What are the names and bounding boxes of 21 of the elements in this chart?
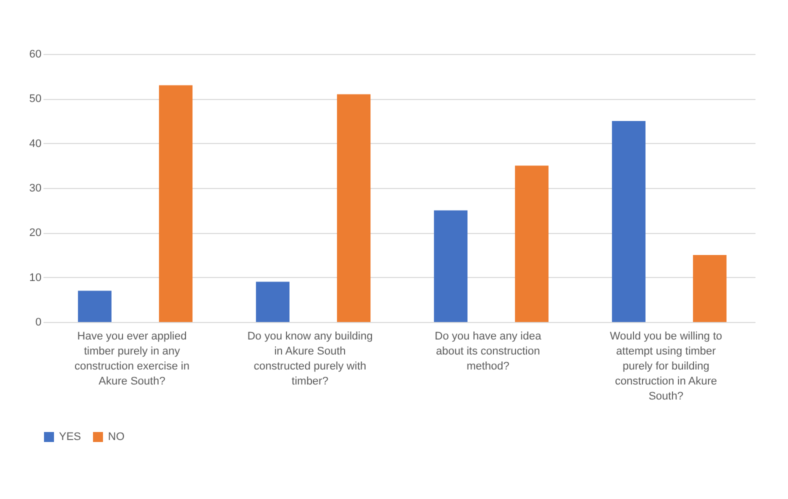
bar [336,94,371,322]
y-tick-label: 30 [29,182,42,194]
x-tick-label: Would you be willing to attempt using timber purely for building construction in Akure South? [610,330,722,402]
bar [514,166,549,322]
y-tick-label: 0 [35,316,42,328]
y-tick-label: 60 [29,48,42,60]
bar [612,121,646,322]
y-tick-label: 10 [29,272,42,284]
y-tick-label: 20 [29,227,42,240]
y-tick-label: 40 [29,138,42,150]
y-tick-label: 50 [29,93,42,106]
bar [692,255,727,322]
bar [256,282,290,322]
legend-label: YES [59,431,82,443]
bar [78,290,112,322]
bar [158,85,193,322]
x-tick-label: Do you know any building in Akure South constructed purely with timber? [247,330,373,388]
x-tick-label: Do you have any idea about its construction method? [434,330,542,372]
legend-label: NO [108,431,125,443]
bar [434,210,468,322]
x-tick-label: Have you ever applied timber purely in any construction exercise in Akure South? [74,330,190,388]
